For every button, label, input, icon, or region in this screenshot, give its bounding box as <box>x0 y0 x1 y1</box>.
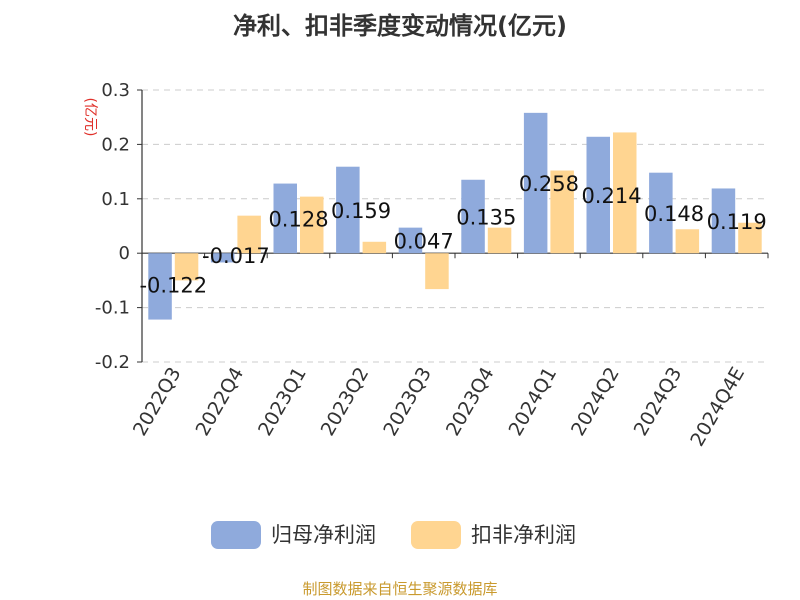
x-tick-label: 2024Q3 <box>630 364 687 440</box>
bar-deducted-net-profit <box>174 253 199 281</box>
legend-label: 归母净利润 <box>271 523 376 547</box>
bar-net-profit <box>711 188 736 254</box>
bar-net-profit <box>148 253 172 320</box>
y-tick-label: 0.2 <box>101 134 130 155</box>
bar-net-profit <box>586 136 610 254</box>
x-tick-label: 2022Q4 <box>191 364 248 440</box>
x-tick-label: 2024Q2 <box>567 364 624 440</box>
y-tick-label: -0.1 <box>95 298 130 319</box>
bar-deducted-net-profit <box>487 227 512 254</box>
bars <box>148 112 762 320</box>
data-label: 0.214 <box>581 184 641 208</box>
source-note: 制图数据来自恒生聚源数据库 <box>302 580 498 598</box>
bar-net-profit <box>398 227 423 254</box>
bar-deducted-net-profit <box>300 196 324 254</box>
bar-deducted-net-profit <box>237 215 261 254</box>
y-tick-label: 0.1 <box>101 189 130 210</box>
y-axis-unit-label: (亿元) <box>82 98 98 137</box>
bar-net-profit <box>273 183 297 254</box>
x-tick-label: 2024Q1 <box>504 364 561 440</box>
data-label: -0.122 <box>139 274 207 298</box>
bar-deducted-net-profit <box>613 132 637 254</box>
bar-deducted-net-profit <box>550 170 574 254</box>
legend-swatch <box>411 521 461 549</box>
bar-net-profit <box>523 112 548 254</box>
data-label: 0.119 <box>707 210 767 234</box>
legend-swatch <box>211 521 261 549</box>
bar-deducted-net-profit <box>675 229 700 254</box>
bar-net-profit <box>210 253 235 263</box>
x-tick-label: 2023Q2 <box>317 364 374 440</box>
bar-deducted-net-profit <box>425 253 449 290</box>
data-label: 0.148 <box>644 202 704 226</box>
grid-lines <box>142 89 768 363</box>
chart-title: 净利、扣非季度变动情况(亿元) <box>233 12 567 40</box>
data-label: 0.135 <box>456 205 516 229</box>
data-label: 0.258 <box>519 172 579 196</box>
y-tick-label: -0.2 <box>95 352 130 373</box>
bar-net-profit <box>461 179 485 254</box>
x-tick-label: 2022Q3 <box>129 364 186 440</box>
x-tick-label: 2024Q4E <box>686 364 749 451</box>
legend[interactable]: 归母净利润 扣非净利润 <box>211 521 576 549</box>
legend-item-net-profit[interactable]: 归母净利润 <box>211 521 376 549</box>
bar-deducted-net-profit <box>738 222 762 254</box>
y-tick-label: 0 <box>119 243 130 264</box>
x-tick-label: 2023Q3 <box>379 364 436 440</box>
bar-net-profit <box>649 172 673 254</box>
data-label: 0.128 <box>268 207 328 231</box>
legend-label: 扣非净利润 <box>471 523 576 547</box>
y-tick-label: 0.3 <box>101 80 130 101</box>
data-label: -0.017 <box>202 244 270 268</box>
x-tick-label: 2023Q1 <box>254 364 311 440</box>
bar-net-profit <box>336 166 360 254</box>
data-label: 0.159 <box>331 199 391 223</box>
x-tick-label: 2023Q4 <box>442 364 499 440</box>
legend-item-deducted-net-profit[interactable]: 扣非净利润 <box>411 521 576 549</box>
bar-deducted-net-profit <box>362 241 387 254</box>
data-label: 0.047 <box>394 229 454 253</box>
